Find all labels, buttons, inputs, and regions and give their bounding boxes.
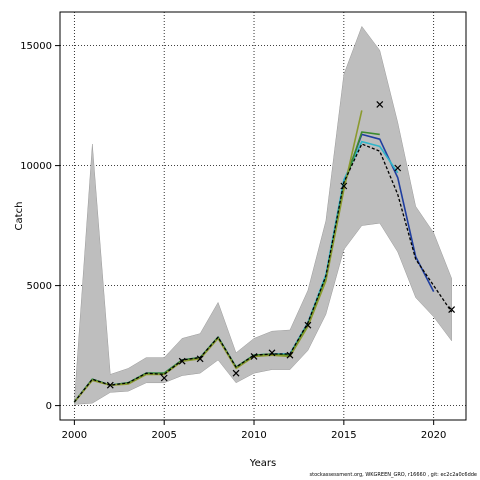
observed-point — [160, 374, 168, 382]
y-tick-label: 5000 — [27, 281, 52, 292]
y-tick-label: 10000 — [20, 161, 52, 172]
series-line-5 — [73, 143, 453, 403]
confidence-band-area — [74, 25, 452, 405]
series-line-4 — [73, 110, 363, 403]
observed-point — [196, 355, 204, 363]
observed-point — [286, 351, 294, 359]
y-axis-title: Catch — [14, 202, 25, 231]
x-axis-title: Years — [249, 458, 276, 469]
observed-point — [268, 349, 276, 357]
observed-point — [232, 369, 240, 377]
axes: 2000 2005 2010 2015 2020 0 5000 10000 15000 — [20, 41, 446, 441]
observed-point — [250, 352, 258, 360]
series-lines — [73, 110, 453, 403]
observed-point — [394, 164, 402, 172]
observed-points — [106, 100, 456, 389]
footer-credit: stockassessment.org, WKGREEN_GRO, r16660… — [309, 472, 477, 478]
confidence-band — [74, 25, 452, 405]
observed-point — [448, 306, 456, 314]
y-tick-label: 15000 — [20, 41, 52, 52]
observed-point — [376, 100, 384, 108]
x-tick-label: 2000 — [62, 430, 87, 441]
x-tick-label: 2015 — [331, 430, 356, 441]
observed-point — [304, 321, 312, 329]
x-tick-label: 2010 — [241, 430, 266, 441]
x-tick-label: 2005 — [151, 430, 176, 441]
observed-point — [340, 182, 348, 190]
plot-frame — [59, 11, 467, 421]
observed-point — [178, 357, 186, 365]
y-tick-label: 0 — [46, 401, 52, 412]
observed-point — [106, 381, 114, 389]
x-tick-label: 2020 — [421, 430, 446, 441]
